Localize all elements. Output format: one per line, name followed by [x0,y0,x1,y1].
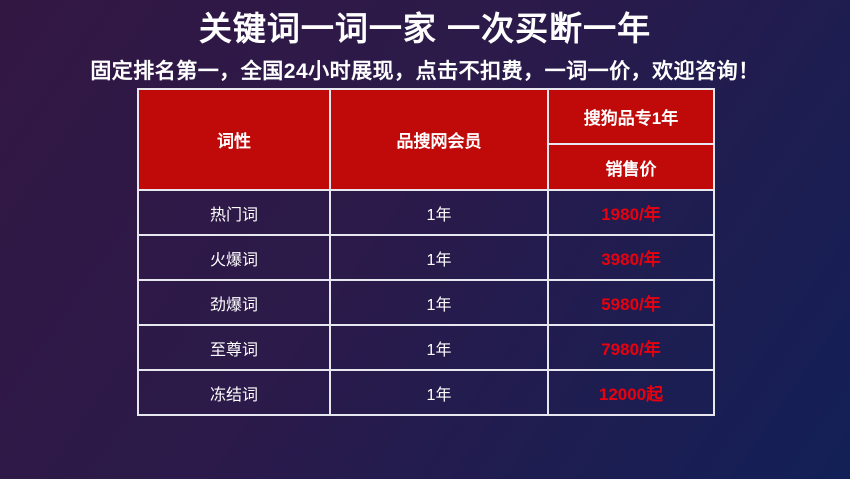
cell-price: 12000起 [547,369,715,416]
column-header-sogou-brand: 搜狗品专1年 [547,88,715,145]
column-header-word-type: 词性 [137,88,331,191]
cell-word-type: 火爆词 [137,234,331,281]
column-header-sale-price: 销售价 [547,143,715,191]
table-row: 热门词 1年 1980/年 [137,189,715,236]
table-row: 至尊词 1年 7980/年 [137,324,715,371]
cell-price: 1980/年 [547,189,715,236]
page-title: 关键词一词一家 一次买断一年 [198,10,652,47]
cell-word-type: 至尊词 [137,324,331,371]
header-row-top: 词性 品搜网会员 搜狗品专1年 [137,88,715,191]
table-row: 火爆词 1年 3980/年 [137,234,715,281]
cell-price: 5980/年 [547,279,715,326]
cell-membership: 1年 [329,189,549,236]
cell-membership: 1年 [329,369,549,416]
table-row: 冻结词 1年 12000起 [137,369,715,416]
cell-price: 7980/年 [547,324,715,371]
cell-word-type: 热门词 [137,189,331,236]
cell-membership: 1年 [329,234,549,281]
table-row: 劲爆词 1年 5980/年 [137,279,715,326]
cell-price: 3980/年 [547,234,715,281]
cell-word-type: 劲爆词 [137,279,331,326]
pricing-table-container: 词性 品搜网会员 搜狗品专1年 销售价 热门词 1年 1980/年 火爆词 1年… [137,88,715,416]
column-header-membership: 品搜网会员 [329,88,549,191]
cell-membership: 1年 [329,324,549,371]
cell-membership: 1年 [329,279,549,326]
pricing-table: 词性 品搜网会员 搜狗品专1年 销售价 热门词 1年 1980/年 火爆词 1年… [137,88,715,416]
cell-word-type: 冻结词 [137,369,331,416]
page-subtitle: 固定排名第一，全国24小时展现，点击不扣费，一词一价，欢迎咨询！ [90,60,760,83]
header-row-sub: 销售价 [138,143,715,191]
